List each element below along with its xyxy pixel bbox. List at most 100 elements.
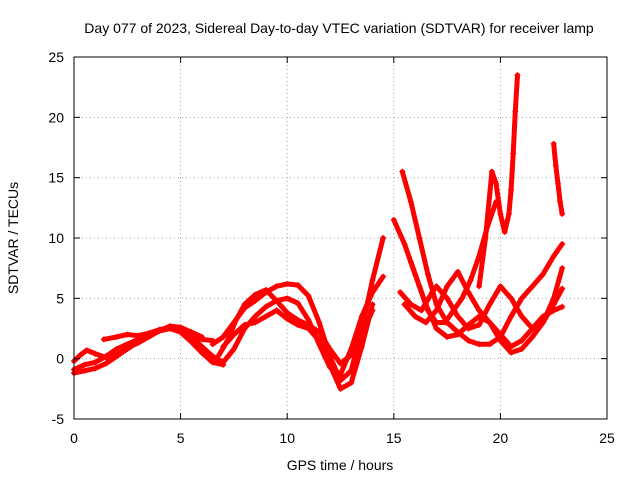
axis-ticks: 0 5 10 15 20 25 -5 0 5 10 15 20 25 xyxy=(48,49,615,446)
data-point xyxy=(550,140,557,147)
data-point xyxy=(220,343,227,350)
data-point xyxy=(550,307,557,314)
data-point xyxy=(552,162,559,169)
data-point xyxy=(316,337,323,344)
data-point xyxy=(450,307,457,314)
data-point xyxy=(444,333,451,340)
data-point xyxy=(102,354,109,361)
data-point xyxy=(482,235,489,241)
data-point xyxy=(518,295,525,302)
data-point xyxy=(198,333,205,340)
data-point xyxy=(424,271,431,278)
data-point xyxy=(305,292,312,299)
y-tick-label: 15 xyxy=(48,170,64,186)
data-point xyxy=(476,307,483,314)
data-point xyxy=(407,301,414,308)
series-track-7 xyxy=(216,287,375,366)
data-point xyxy=(501,228,508,235)
data-point xyxy=(559,265,566,272)
x-tick-label: 15 xyxy=(386,430,402,446)
data-point xyxy=(369,277,376,284)
data-point xyxy=(559,241,566,248)
data-point xyxy=(508,349,515,356)
data-point xyxy=(422,319,429,326)
data-point xyxy=(252,297,259,304)
data-point xyxy=(454,268,461,275)
data-point xyxy=(145,330,152,337)
data-point xyxy=(113,333,120,340)
data-point xyxy=(348,379,355,386)
data-point xyxy=(215,352,222,359)
data-point xyxy=(433,307,440,314)
data-point xyxy=(557,198,564,205)
data-point xyxy=(416,283,423,290)
data-point xyxy=(198,343,205,350)
data-point xyxy=(416,235,423,241)
data-point xyxy=(284,315,291,322)
data-point xyxy=(220,333,227,340)
data-point xyxy=(508,295,515,302)
data-point xyxy=(433,325,440,332)
data-point xyxy=(92,350,99,357)
data-point xyxy=(497,331,504,338)
data-point xyxy=(124,331,131,338)
grid xyxy=(74,57,607,419)
data-point xyxy=(134,339,141,346)
y-tick-label: 0 xyxy=(56,351,64,367)
data-point xyxy=(454,313,461,320)
data-point xyxy=(454,329,461,336)
data-point xyxy=(518,337,525,344)
data-point xyxy=(559,303,566,310)
data-point xyxy=(100,336,107,343)
data-point xyxy=(488,168,495,175)
data-point xyxy=(476,321,483,328)
data-point xyxy=(326,346,333,353)
data-point xyxy=(390,216,397,223)
data-point xyxy=(166,324,173,331)
y-axis-label: SDTVAR / TECUs xyxy=(5,182,21,294)
data-point xyxy=(198,349,205,356)
data-point xyxy=(407,198,414,205)
x-axis-label: GPS time / hours xyxy=(287,457,394,473)
data-point xyxy=(262,303,269,310)
chart-title: Day 077 of 2023, Sidereal Day-to-day VTE… xyxy=(84,20,594,36)
y-tick-label: -5 xyxy=(52,411,65,427)
data-point xyxy=(337,385,344,392)
data-point xyxy=(81,367,88,374)
data-traces xyxy=(71,72,566,392)
data-point xyxy=(397,289,404,296)
data-point xyxy=(476,283,483,290)
y-tick-label: 5 xyxy=(56,290,64,306)
data-point xyxy=(134,332,141,339)
y-tick-label: 10 xyxy=(48,230,64,246)
data-point xyxy=(412,313,419,320)
data-point xyxy=(233,317,240,324)
data-point xyxy=(508,186,515,193)
data-point xyxy=(284,295,291,302)
data-point xyxy=(252,319,259,326)
data-point xyxy=(348,352,355,359)
data-point xyxy=(518,313,525,320)
data-point xyxy=(294,321,301,328)
data-point xyxy=(83,347,90,354)
data-point xyxy=(465,337,472,344)
data-point xyxy=(540,313,547,320)
data-point xyxy=(497,283,504,290)
data-point xyxy=(529,283,536,290)
data-point xyxy=(252,291,259,298)
data-point xyxy=(113,352,120,359)
x-tick-label: 5 xyxy=(177,430,185,446)
data-point xyxy=(399,168,406,175)
data-point xyxy=(92,365,99,372)
data-point xyxy=(512,108,519,115)
data-point xyxy=(102,360,109,367)
data-point xyxy=(262,286,269,293)
data-point xyxy=(493,180,500,187)
data-point xyxy=(77,352,84,359)
x-tick-label: 10 xyxy=(279,430,295,446)
data-point xyxy=(284,280,291,287)
data-point xyxy=(294,282,301,289)
data-point xyxy=(441,319,448,326)
x-tick-label: 20 xyxy=(493,430,509,446)
